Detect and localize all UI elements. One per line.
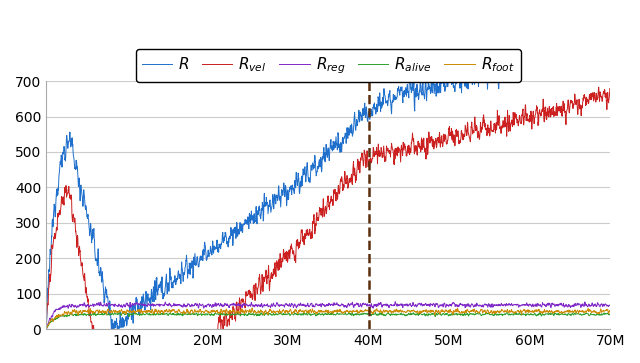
$R_{vel}$ [590, 90, 598, 95]
$R_{vel}$ [595, 85, 602, 89]
$R_{vel}$ [71, 216, 79, 221]
$R$ [487, 61, 495, 65]
$R_{vel}$ [317, 206, 324, 211]
$R_{vel}$ [590, 97, 598, 101]
$R_{reg}$ [42, 327, 50, 331]
$R_{reg}$ [607, 303, 614, 308]
$R_{reg}$ [590, 303, 598, 307]
$R$ [590, 45, 598, 49]
$R_{reg}$ [487, 303, 495, 307]
$R_{reg}$ [590, 303, 598, 307]
$R_{alive}$ [417, 310, 424, 315]
$R_{reg}$ [301, 303, 309, 307]
$R$ [302, 180, 310, 184]
$R_{alive}$ [42, 326, 50, 331]
$R_{foot}$ [317, 310, 324, 314]
$R_{foot}$ [607, 310, 614, 314]
$R$ [109, 332, 116, 337]
Line: $R_{vel}$: $R_{vel}$ [46, 87, 611, 363]
$R$ [317, 155, 324, 160]
Line: $R$: $R$ [46, 29, 611, 334]
$R_{vel}$ [487, 119, 495, 123]
$R$ [42, 326, 50, 330]
$R$ [590, 45, 598, 50]
$R_{reg}$ [392, 299, 399, 304]
Line: $R_{reg}$: $R_{reg}$ [46, 302, 611, 329]
$R_{alive}$ [607, 312, 614, 317]
$R_{vel}$ [302, 232, 310, 237]
$R_{foot}$ [590, 309, 598, 313]
$R_{alive}$ [317, 313, 324, 317]
$R_{foot}$ [248, 306, 256, 310]
$R_{alive}$ [301, 312, 309, 317]
$R_{foot}$ [302, 308, 310, 312]
$R_{foot}$ [487, 310, 495, 314]
$R_{foot}$ [71, 309, 79, 313]
$R$ [71, 165, 79, 170]
$R_{reg}$ [71, 303, 79, 307]
$R_{vel}$ [607, 87, 614, 91]
$R$ [607, 44, 614, 48]
$R_{alive}$ [487, 312, 495, 317]
$R$ [602, 27, 610, 31]
$R_{reg}$ [317, 302, 324, 306]
$R_{foot}$ [42, 328, 50, 332]
Line: $R_{alive}$: $R_{alive}$ [46, 313, 611, 329]
Legend: $R$, $R_{vel}$, $R_{reg}$, $R_{alive}$, $R_{foot}$: $R$, $R_{vel}$, $R_{reg}$, $R_{alive}$, … [136, 49, 521, 82]
$R_{vel}$ [42, 323, 50, 327]
$R_{alive}$ [590, 313, 598, 317]
$R_{alive}$ [71, 313, 79, 317]
Line: $R_{foot}$: $R_{foot}$ [46, 308, 611, 330]
$R_{foot}$ [590, 309, 598, 313]
$R_{alive}$ [590, 313, 598, 317]
